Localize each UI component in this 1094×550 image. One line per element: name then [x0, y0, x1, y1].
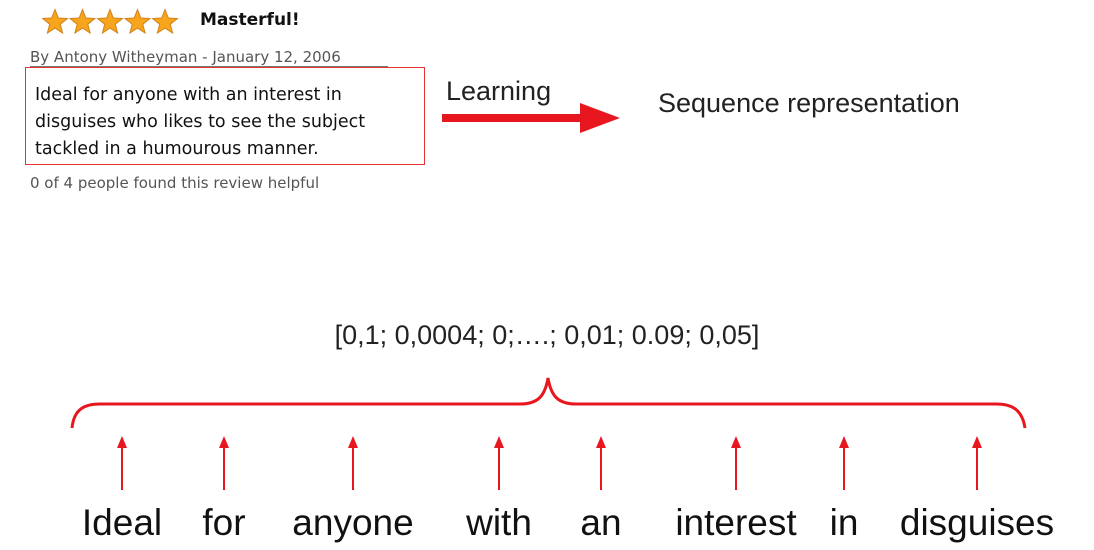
token-anyone: anyone — [292, 502, 414, 543]
token-interest: interest — [675, 502, 797, 543]
review-title: Masterful! — [200, 10, 300, 30]
sequence-vector: [0,1; 0,0004; 0;….; 0,01; 0.09; 0,05] — [334, 320, 760, 350]
arrow-up-icon — [972, 436, 982, 448]
review-byline: By Antony Witheyman - January 12, 2006 — [30, 48, 341, 66]
arrow-up-icon — [596, 436, 606, 448]
review-body-line-1: Ideal for anyone with an interest in — [35, 85, 342, 105]
arrow-up-icon — [219, 436, 229, 448]
star-icon — [123, 8, 152, 35]
rating-stars — [42, 8, 179, 35]
token-in: in — [829, 502, 859, 543]
learning-label: Learning — [446, 76, 552, 106]
token-an: an — [580, 502, 622, 543]
arrow-up-icon — [731, 436, 741, 448]
arrow-up-icon — [117, 436, 127, 448]
review-body-line-3: tackled in a humourous manner. — [35, 139, 319, 159]
token-for: for — [202, 502, 246, 543]
byline-underline — [30, 66, 388, 67]
review-body: Ideal for anyone with an interest in dis… — [35, 82, 420, 163]
token-with: with — [466, 502, 532, 543]
star-icon — [96, 8, 124, 35]
review-helpful-count: 0 of 4 people found this review helpful — [30, 174, 320, 192]
star-icon — [42, 8, 69, 35]
review-body-line-2: disguises who likes to see the subject — [35, 112, 366, 132]
sequence-representation-label: Sequence representation — [658, 88, 960, 118]
review-highlight-box — [25, 67, 425, 165]
star-icon — [151, 8, 179, 35]
star-icon — [68, 8, 97, 35]
curly-brace — [70, 377, 1027, 429]
arrow-up-icon — [494, 436, 504, 448]
token-ideal: Ideal — [81, 502, 163, 543]
arrow-up-icon — [839, 436, 849, 448]
learning-arrow-icon — [442, 103, 620, 133]
token-disguises: disguises — [899, 502, 1055, 543]
arrow-up-icon — [348, 436, 358, 448]
